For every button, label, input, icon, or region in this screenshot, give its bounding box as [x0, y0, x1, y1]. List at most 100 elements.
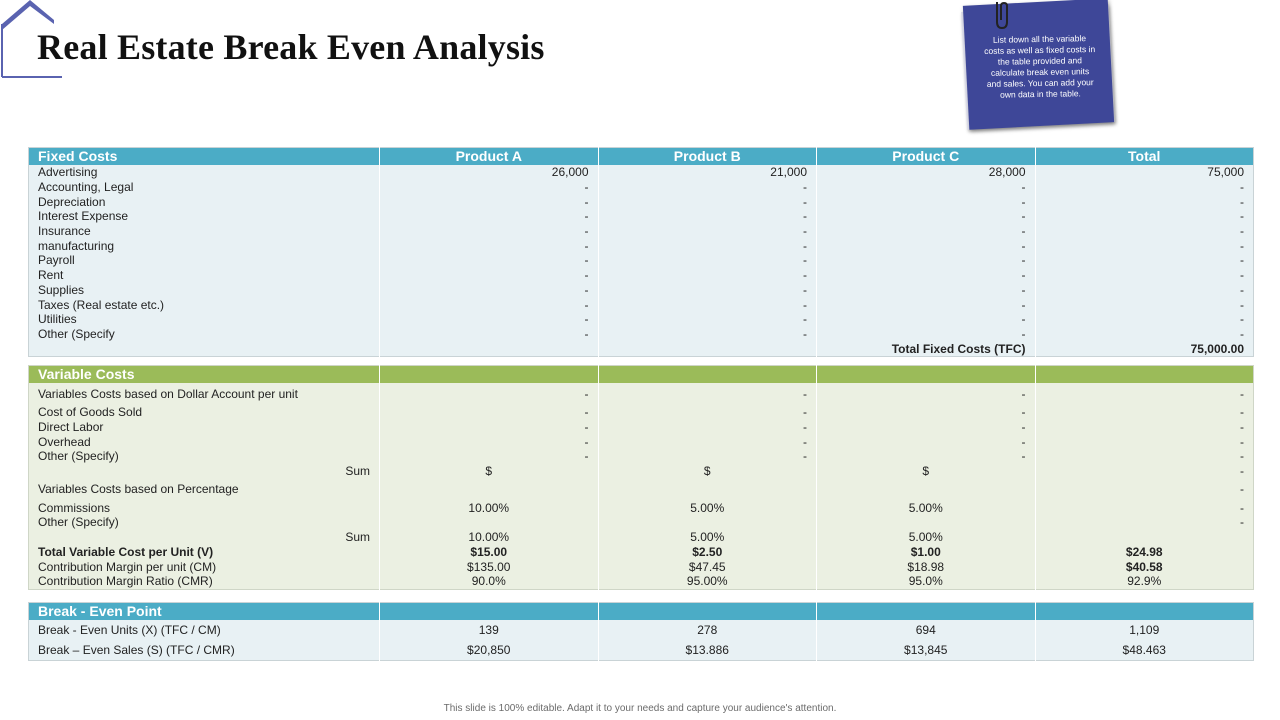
table-cell — [379, 515, 598, 530]
table-row: Commissions 10.00% 5.00% 5.00% - — [28, 500, 1254, 516]
table-cell: - — [816, 194, 1035, 210]
row-label: Utilities — [28, 311, 380, 327]
table-row: Cost of Goods Sold - - - - — [28, 405, 1254, 420]
table-row: manufacturing - - - - — [28, 238, 1254, 254]
table-cell: - — [1034, 478, 1254, 501]
empty-cell — [597, 341, 817, 357]
table-cell: - — [379, 223, 598, 239]
header-cell — [1034, 365, 1254, 383]
table-cell — [816, 478, 1035, 501]
table-cell: $135.00 — [379, 559, 598, 574]
header-cell — [597, 365, 817, 383]
table-cell: - — [1034, 311, 1254, 327]
column-header: Fixed Costs — [28, 147, 380, 165]
table-cell: 10.00% — [379, 500, 598, 516]
table-cell: - — [597, 267, 817, 283]
table-cell — [1034, 529, 1254, 545]
table-cell: - — [379, 179, 598, 195]
table-row: Other (Specify) - - - - — [28, 449, 1254, 464]
table-row: Sum $ $ $ - — [28, 463, 1254, 479]
table-cell: - — [597, 179, 817, 195]
table-cell: - — [1034, 500, 1254, 516]
section-header: Variable Costs — [28, 365, 380, 383]
table-cell: - — [1034, 282, 1254, 298]
table-cell: $ — [597, 463, 817, 479]
note-text: List down all the variable costs as well… — [984, 33, 1096, 100]
table-cell: 28,000 — [816, 165, 1035, 180]
break-even-table: Break - Even Point Break - Even Units (X)… — [28, 602, 1254, 661]
table-cell: 92.9% — [1034, 573, 1254, 590]
table-cell: - — [379, 209, 598, 224]
table-cell: - — [1034, 434, 1254, 450]
table-cell: - — [816, 326, 1035, 342]
paperclip-icon — [996, 1, 1008, 30]
table-cell: - — [1034, 179, 1254, 195]
row-label: Total Variable Cost per Unit (V) — [28, 544, 380, 560]
table-row: Overhead - - - - — [28, 434, 1254, 450]
row-label: Depreciation — [28, 194, 380, 210]
table-cell: 95.00% — [597, 573, 817, 590]
table-cell: - — [597, 297, 817, 312]
table-cell: - — [379, 267, 598, 283]
table-cell: - — [597, 311, 817, 327]
column-header: Product C — [816, 147, 1035, 165]
row-label: Rent — [28, 267, 380, 283]
table-cell: $15.00 — [379, 544, 598, 560]
table-row: Break - Even Units (X) (TFC / CM) 139 278 6… — [28, 620, 1254, 640]
table-row: Payroll - - - - — [28, 253, 1254, 268]
row-label: Cost of Goods Sold — [28, 405, 380, 420]
table-cell: - — [1034, 515, 1254, 530]
table-row: Taxes (Real estate etc.) - - - - — [28, 297, 1254, 312]
column-header: Total — [1034, 147, 1254, 165]
header-cell — [1034, 602, 1254, 620]
table-cell: $48.463 — [1034, 640, 1254, 661]
table-cell: - — [597, 223, 817, 239]
table-cell: $1.00 — [816, 544, 1035, 560]
header-cell — [816, 602, 1035, 620]
table-cell: - — [379, 383, 598, 405]
table-cell: - — [597, 253, 817, 268]
table-cell: - — [379, 405, 598, 420]
empty-cell — [28, 341, 380, 357]
table-row: Accounting, Legal - - - - — [28, 179, 1254, 195]
table-cell: - — [816, 238, 1035, 254]
table-cell: - — [379, 326, 598, 342]
table-cell: - — [1034, 253, 1254, 268]
table-row: Contribution Margin per unit (CM) $135.00… — [28, 559, 1254, 574]
table-cell: 21,000 — [597, 165, 817, 180]
row-label: Contribution Margin per unit (CM) — [28, 559, 380, 574]
fixed-costs-header-row: Fixed Costs Product A Product B Product C To… — [28, 147, 1254, 165]
table-cell: 75,000 — [1034, 165, 1254, 180]
header-cell — [816, 365, 1035, 383]
table-cell: - — [379, 434, 598, 450]
row-label: Variables Costs based on Dollar Account … — [28, 383, 380, 405]
table-cell: - — [379, 253, 598, 268]
section-header: Break - Even Point — [28, 602, 380, 620]
row-label: Break – Even Sales (S) (TFC / CMR) — [28, 640, 380, 661]
row-label: Advertising — [28, 165, 380, 180]
table-cell: 95.0% — [816, 573, 1035, 590]
empty-cell — [379, 341, 598, 357]
row-label: Payroll — [28, 253, 380, 268]
table-row: Direct Labor - - - - — [28, 419, 1254, 435]
table-cell: - — [816, 297, 1035, 312]
row-label: Other (Specify — [28, 326, 380, 342]
table-cell: $20,850 — [379, 640, 598, 661]
column-header: Product B — [597, 147, 817, 165]
table-cell: 5.00% — [597, 500, 817, 516]
table-cell: $24.98 — [1034, 544, 1254, 560]
table-row: Insurance - - - - — [28, 223, 1254, 239]
table-row: Rent - - - - — [28, 267, 1254, 283]
row-label: Other (Specify) — [28, 515, 380, 530]
house-outline-icon — [1, 0, 62, 78]
table-cell: 90.0% — [379, 573, 598, 590]
table-cell: - — [1034, 326, 1254, 342]
table-cell: - — [1034, 223, 1254, 239]
table-cell: - — [379, 297, 598, 312]
break-even-header-row: Break - Even Point — [28, 602, 1254, 620]
table-row: Depreciation - - - - — [28, 194, 1254, 210]
table-cell: 26,000 — [379, 165, 598, 180]
table-cell — [816, 515, 1035, 530]
table-row: Utilities - - - - — [28, 311, 1254, 327]
table-cell: - — [816, 267, 1035, 283]
